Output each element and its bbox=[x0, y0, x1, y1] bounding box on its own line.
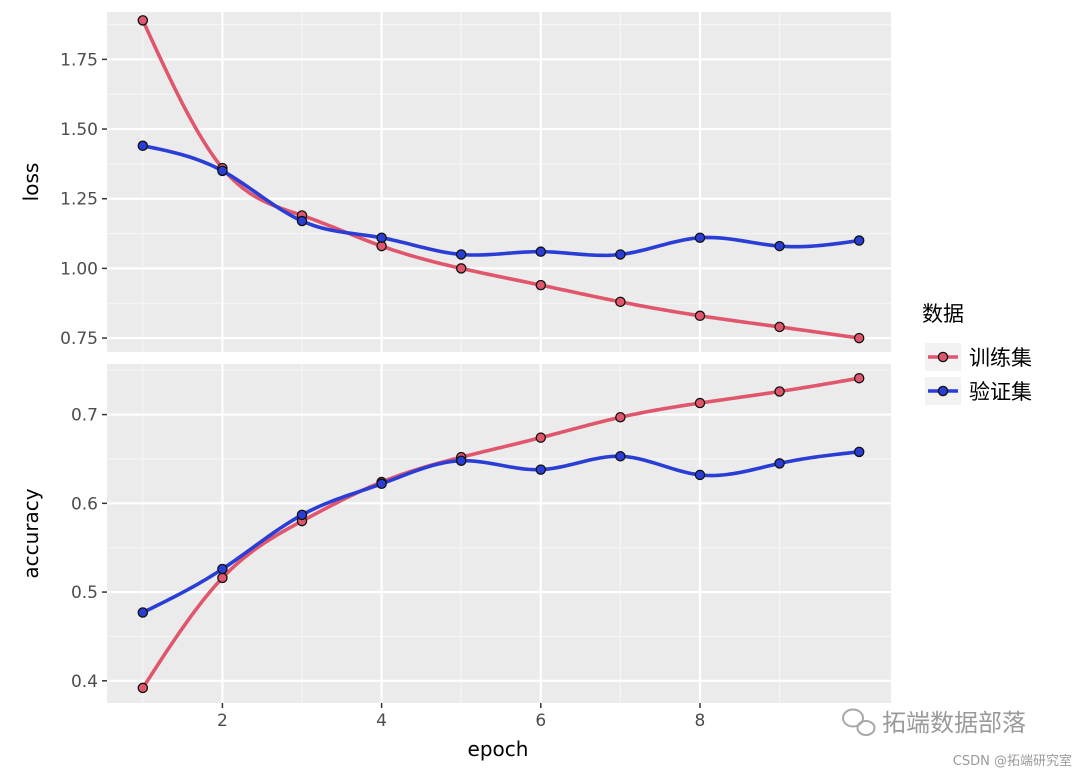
legend-key-point bbox=[937, 351, 949, 363]
data-point bbox=[694, 469, 706, 481]
legend-key-point bbox=[937, 385, 949, 397]
y-tick-label: 1.75 bbox=[60, 50, 98, 70]
data-point bbox=[853, 446, 865, 458]
data-point bbox=[217, 563, 228, 575]
watermark: 拓端数据部落 CSDN @拓端研究室 bbox=[842, 708, 1072, 769]
data-point bbox=[853, 332, 865, 344]
y-tick-label: 1.50 bbox=[60, 120, 98, 140]
data-point bbox=[137, 682, 149, 694]
y-tick-label: 1.25 bbox=[60, 190, 98, 210]
panel-accuracy: 0.4 0.5 0.6 0.7 accuracy bbox=[19, 364, 891, 703]
x-axis: 2 4 6 8 bbox=[217, 703, 705, 731]
data-point bbox=[694, 232, 706, 243]
x-tick-label: 6 bbox=[535, 711, 546, 731]
data-point bbox=[296, 215, 308, 227]
x-axis-title: epoch bbox=[468, 737, 529, 761]
data-point bbox=[296, 509, 308, 521]
x-tick-label: 4 bbox=[376, 711, 387, 731]
y-tick-label: 0.75 bbox=[60, 329, 98, 349]
data-point bbox=[455, 249, 467, 260]
data-point bbox=[376, 478, 387, 490]
y-axis-title: loss bbox=[19, 163, 43, 202]
legend-label: 训练集 bbox=[969, 346, 1032, 370]
watermark-main-text: 拓端数据部落 bbox=[882, 709, 1026, 737]
data-point bbox=[615, 296, 626, 308]
watermark-sub-text: CSDN @拓端研究室 bbox=[953, 753, 1072, 769]
y-tick-label: 0.4 bbox=[71, 672, 98, 692]
legend-label: 验证集 bbox=[969, 380, 1032, 404]
panel-background bbox=[107, 364, 891, 703]
data-point bbox=[535, 432, 547, 443]
data-point bbox=[455, 263, 467, 274]
data-point bbox=[774, 321, 785, 333]
data-point bbox=[774, 458, 785, 469]
data-point bbox=[615, 451, 626, 462]
data-point bbox=[694, 397, 706, 409]
series-line-1 bbox=[141, 450, 861, 615]
x-tick-label: 8 bbox=[695, 711, 706, 731]
data-point bbox=[217, 165, 228, 177]
data-point bbox=[376, 232, 387, 243]
x-tick-label: 2 bbox=[217, 711, 228, 731]
y-tick-label: 0.7 bbox=[71, 406, 98, 426]
data-point bbox=[535, 246, 547, 257]
data-point bbox=[535, 464, 547, 475]
wechat-logo-icon bbox=[842, 708, 876, 736]
data-point bbox=[774, 386, 785, 397]
y-tick-label: 0.6 bbox=[71, 494, 98, 514]
data-point bbox=[455, 455, 467, 466]
panel-background bbox=[107, 12, 891, 352]
data-point bbox=[615, 411, 626, 423]
data-point bbox=[137, 15, 149, 26]
chart-panels: 0.75 1.00 1.25 1.50 1.75 loss 0.4 0.5 0.6 0.7 accu… bbox=[19, 12, 891, 703]
data-point bbox=[694, 310, 706, 322]
data-point bbox=[217, 572, 228, 584]
series-line-0 bbox=[141, 376, 861, 690]
y-tick-label: 0.5 bbox=[71, 583, 98, 603]
y-axis-title: accuracy bbox=[19, 488, 43, 578]
data-point bbox=[615, 249, 626, 260]
data-point bbox=[137, 607, 149, 618]
data-point bbox=[853, 372, 865, 384]
data-point bbox=[774, 240, 785, 252]
y-tick-label: 1.00 bbox=[60, 259, 98, 279]
data-point bbox=[853, 235, 865, 246]
data-point bbox=[137, 140, 149, 152]
legend-title: 数据 bbox=[922, 302, 964, 326]
panel-loss: 0.75 1.00 1.25 1.50 1.75 loss bbox=[19, 12, 891, 352]
series-line-1 bbox=[141, 143, 861, 258]
series-line-0 bbox=[141, 18, 861, 340]
data-point bbox=[535, 279, 547, 291]
